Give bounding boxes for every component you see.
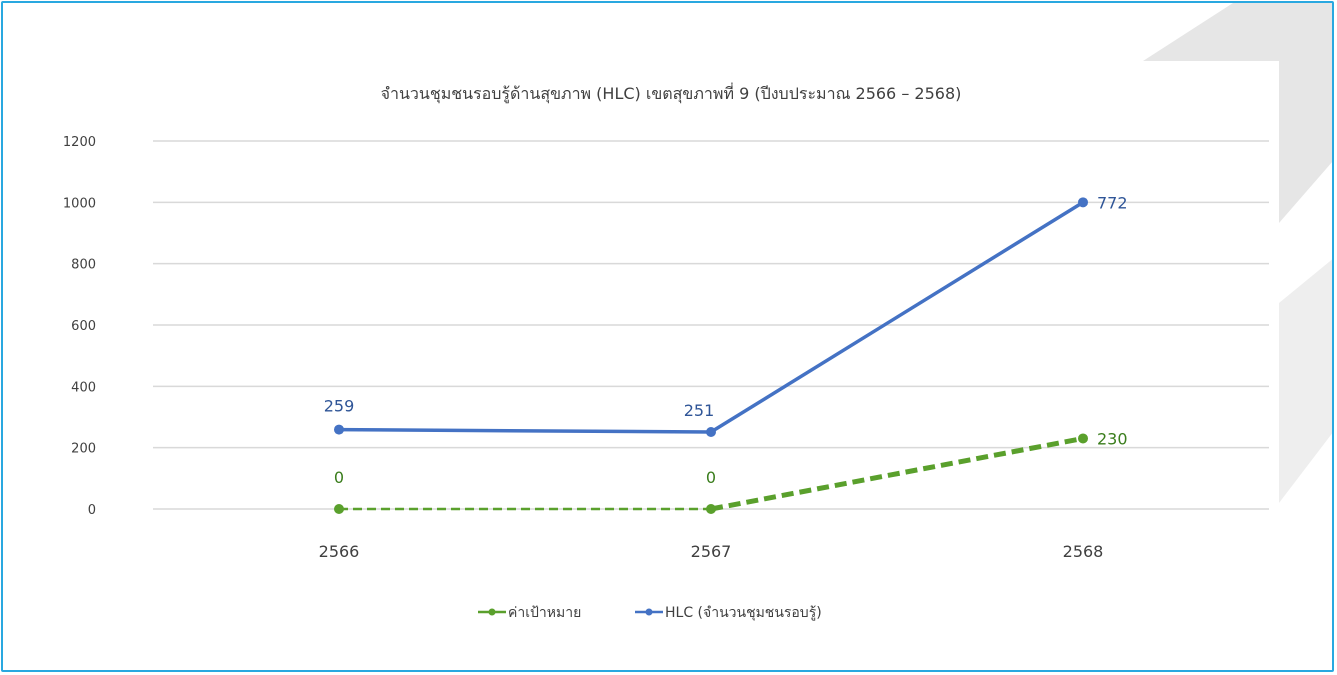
legend-marker <box>645 608 653 616</box>
legend: ค่าเป้าหมาย HLC (จำนวนชุมชนรอบรู้) <box>478 605 822 621</box>
data-labels: 0 0 230 259 251 772 <box>324 193 1128 487</box>
data-label: 230 <box>1097 429 1128 448</box>
data-label: 251 <box>684 401 715 420</box>
data-label: 0 <box>334 468 344 487</box>
data-point <box>706 427 716 438</box>
y-axis: 0 200 400 600 800 1000 1200 <box>63 135 96 518</box>
data-point <box>334 424 344 435</box>
data-label: 259 <box>324 397 355 416</box>
data-label: 0 <box>706 468 716 487</box>
data-point <box>706 504 716 514</box>
series-line-segment <box>710 200 1084 434</box>
series-layer <box>334 197 1088 514</box>
x-tick-label: 2567 <box>691 542 732 561</box>
legend-label: ค่าเป้าหมาย <box>508 605 581 621</box>
y-tick-label: 1200 <box>63 135 96 150</box>
chart-title: จำนวนชุมชนรอบรู้ด้านสุขภาพ (HLC) เขตสุขภ… <box>381 82 962 104</box>
y-tick-label: 0 <box>88 503 96 518</box>
y-tick-label: 600 <box>71 319 96 334</box>
y-tick-label: 400 <box>71 380 96 395</box>
series-line-segment <box>338 427 712 434</box>
data-point <box>1078 197 1088 208</box>
data-label: 772 <box>1097 193 1128 212</box>
line-chart: จำนวนชุมชนรอบรู้ด้านสุขภาพ (HLC) เขตสุขภ… <box>63 82 1269 621</box>
legend-marker <box>488 608 496 616</box>
x-tick-label: 2566 <box>319 542 360 561</box>
series-line-segment <box>710 436 1084 512</box>
decorative-grey-band-lower <box>1279 259 1332 503</box>
y-tick-label: 1000 <box>63 196 96 211</box>
data-point <box>1078 433 1088 444</box>
legend-label: HLC (จำนวนชุมชนรอบรู้) <box>665 605 822 621</box>
x-axis: 2566 2567 2568 <box>319 542 1104 561</box>
y-tick-label: 800 <box>71 258 96 273</box>
chart-panel: จำนวนชุมชนรอบรู้ด้านสุขภาพ (HLC) เขตสุขภ… <box>63 61 1279 641</box>
y-tick-label: 200 <box>71 442 96 457</box>
x-tick-label: 2568 <box>1063 542 1104 561</box>
data-point <box>334 504 344 514</box>
